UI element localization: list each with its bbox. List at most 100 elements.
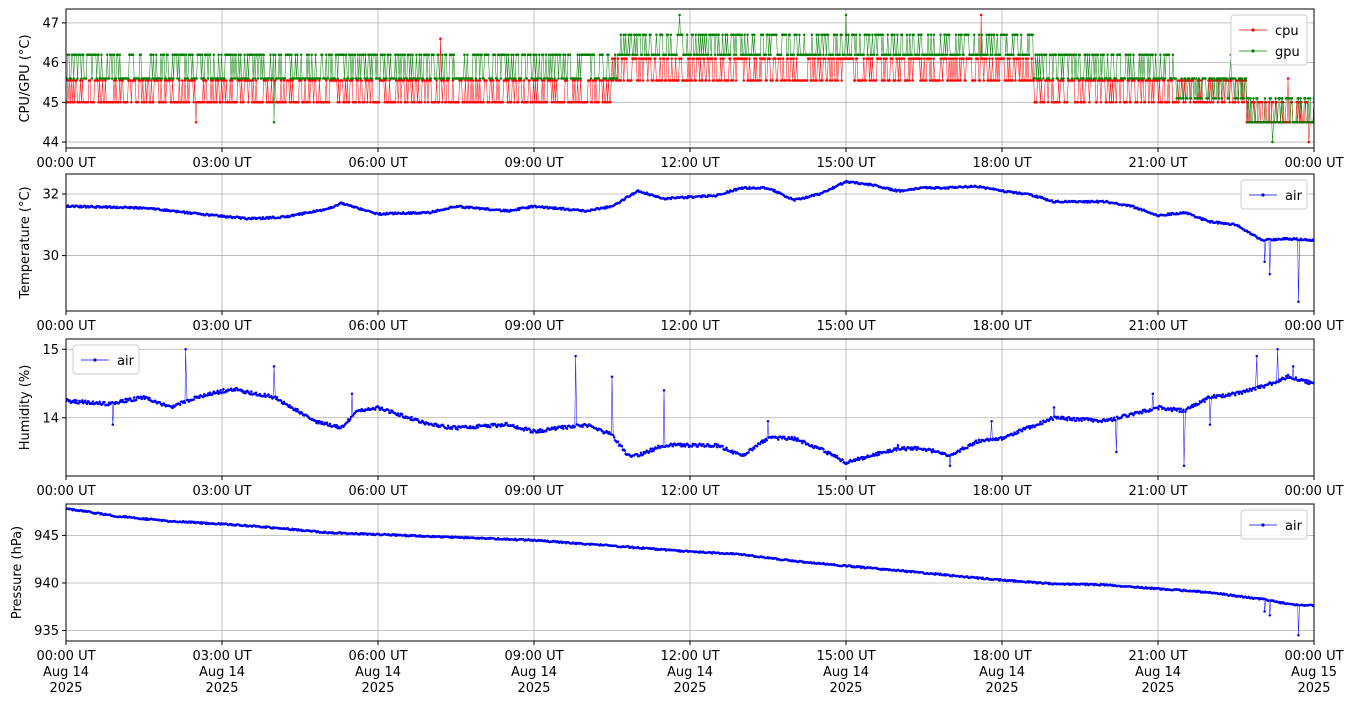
data-point-gpu <box>371 77 374 80</box>
data-point-gpu <box>263 53 266 56</box>
data-point-gpu <box>927 34 930 37</box>
data-point-cpu <box>639 79 642 82</box>
data-point-cpu <box>635 57 638 60</box>
data-point-gpu <box>327 77 330 80</box>
data-point-gpu <box>912 34 915 37</box>
data-point-cpu <box>923 57 926 60</box>
data-point-gpu <box>999 53 1002 56</box>
data-point-cpu <box>215 101 218 104</box>
data-point-gpu <box>675 53 678 56</box>
data-point-gpu <box>899 53 902 56</box>
data-point-gpu <box>479 77 482 80</box>
data-point-gpu <box>325 53 328 56</box>
data-point-cpu <box>776 79 779 82</box>
legend-marker-cpu <box>1251 28 1254 31</box>
data-point-gpu <box>871 34 874 37</box>
data-point-gpu <box>1284 121 1287 124</box>
data-point-cpu <box>165 101 168 104</box>
data-point-gpu <box>1274 97 1277 100</box>
data-point-air <box>401 413 404 416</box>
data-point-cpu <box>488 101 491 104</box>
data-point-gpu <box>172 77 175 80</box>
data-point-air <box>276 396 279 399</box>
data-point-cpu <box>630 79 633 82</box>
data-point-gpu <box>566 77 569 80</box>
data-point-gpu <box>624 34 627 37</box>
x-tick-label-line: 00:00 UT <box>1284 319 1343 334</box>
data-point-cpu <box>152 101 155 104</box>
data-point-cpu <box>203 101 206 104</box>
legend: air <box>1241 180 1307 209</box>
data-point-cpu <box>755 57 758 60</box>
x-tick-label: 06:00 UT <box>348 156 407 171</box>
data-point-air <box>932 448 935 451</box>
y-tick-label: 46 <box>42 56 59 71</box>
data-point-gpu <box>217 53 220 56</box>
data-point-cpu <box>546 101 549 104</box>
x-tick-label: 03:00 UT <box>192 156 251 171</box>
data-point-cpu <box>852 57 855 60</box>
data-point-gpu <box>1295 121 1298 124</box>
data-point-gpu <box>1016 34 1019 37</box>
data-point-gpu <box>780 53 783 56</box>
data-point-cpu <box>826 79 829 82</box>
data-point-air <box>613 436 616 439</box>
data-point-gpu <box>113 53 116 56</box>
data-point-gpu <box>491 77 494 80</box>
data-point-gpu <box>1221 97 1224 100</box>
data-point-gpu <box>389 53 392 56</box>
data-point-air <box>756 445 759 448</box>
x-tick-label: 21:00 UT <box>1128 156 1187 171</box>
x-tick-label-line: 18:00 UT <box>972 319 1031 334</box>
data-point-cpu <box>400 101 403 104</box>
data-point-cpu <box>598 101 601 104</box>
data-point-cpu <box>137 101 140 104</box>
data-point-cpu <box>363 101 366 104</box>
data-point-air <box>791 436 794 439</box>
data-point-gpu <box>448 77 451 80</box>
data-point-gpu <box>411 53 414 56</box>
data-point-gpu <box>569 53 572 56</box>
data-point-gpu <box>379 77 382 80</box>
data-point-cpu <box>824 57 827 60</box>
data-point-cpu <box>789 79 792 82</box>
data-point-gpu <box>1268 121 1271 124</box>
data-point-gpu <box>1254 121 1257 124</box>
data-point-gpu <box>507 53 510 56</box>
data-point-cpu <box>667 57 670 60</box>
data-point-cpu <box>1148 101 1151 104</box>
data-point-gpu <box>1048 77 1051 80</box>
data-point-gpu <box>1175 77 1178 80</box>
data-point-air <box>621 445 624 448</box>
data-point-cpu <box>1027 57 1030 60</box>
data-point-air <box>496 426 499 429</box>
data-point-gpu <box>795 34 798 37</box>
data-point-gpu <box>579 77 582 80</box>
data-point-cpu <box>983 79 986 82</box>
data-point-cpu <box>119 101 122 104</box>
data-point-air <box>903 446 906 449</box>
data-point-gpu <box>366 77 369 80</box>
data-point-cpu <box>1031 57 1034 60</box>
data-point-gpu <box>893 34 896 37</box>
data-point-cpu <box>1119 101 1122 104</box>
data-point-gpu <box>178 77 181 80</box>
data-point-gpu <box>882 34 885 37</box>
data-point-gpu <box>376 53 379 56</box>
data-point-cpu <box>771 79 774 82</box>
data-point-gpu <box>832 53 835 56</box>
data-point-air <box>611 375 614 378</box>
data-point-cpu <box>665 79 668 82</box>
data-point-gpu <box>607 53 610 56</box>
data-point-gpu <box>185 53 188 56</box>
data-point-cpu <box>642 79 645 82</box>
legend-marker-gpu <box>1251 49 1254 52</box>
data-point-gpu <box>960 34 963 37</box>
x-tick-label: 12:00 UT <box>660 319 719 334</box>
x-tick-label: 18:00 UT <box>972 156 1031 171</box>
data-point-gpu <box>432 53 435 56</box>
y-tick-label: 45 <box>42 96 59 111</box>
data-point-cpu <box>420 101 423 104</box>
